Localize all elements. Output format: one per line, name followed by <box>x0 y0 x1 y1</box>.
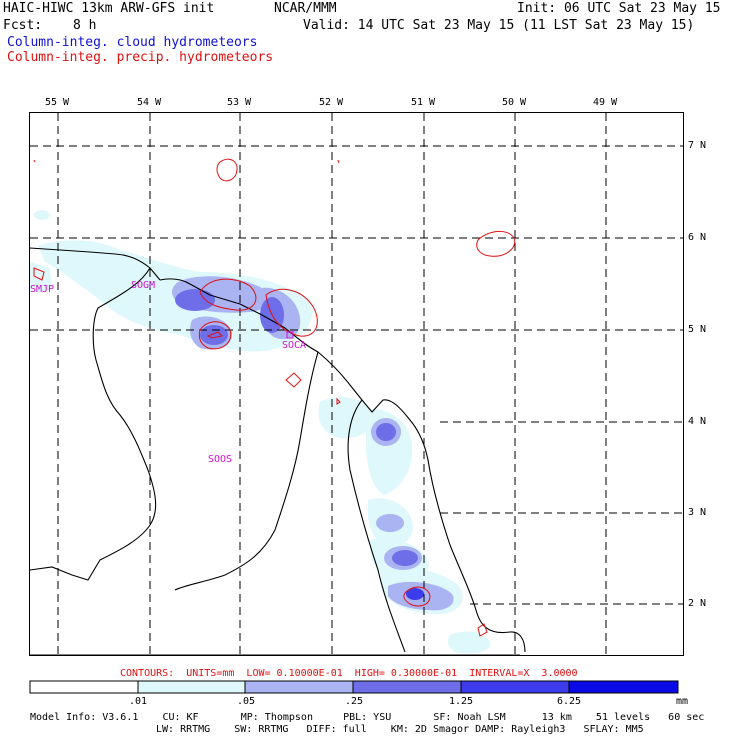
init-time: Init: 06 UTC Sat 23 May 15 <box>517 1 721 16</box>
colorbar-tick-2: .25 <box>345 696 364 707</box>
model-info-line2: LW: RRTMG SW: RRTMG DIFF: full KM: 2D Sm… <box>156 724 644 735</box>
lat-label-7n: 7 N <box>688 140 707 151</box>
map-frame <box>29 112 684 656</box>
model-title: HAIC-HIWC 13km ARW-GFS init <box>3 1 215 16</box>
lon-label-55w: 55 W <box>45 97 70 108</box>
fcst-label: Fcst: <box>3 18 43 33</box>
precip-contours <box>33 158 516 637</box>
lat-label-4n: 4 N <box>688 416 707 427</box>
lat-label-6n: 6 N <box>688 232 707 243</box>
station-label-sogm: SOGM <box>131 280 156 291</box>
lon-label-52w: 52 W <box>319 97 344 108</box>
valid-time: Valid: 14 UTC Sat 23 May 15 (11 LST Sat … <box>303 18 695 33</box>
field-precip-label: Column-integ. precip. hydrometeors <box>7 50 274 65</box>
colorbar-units: mm <box>676 696 689 707</box>
lon-label-49w: 49 W <box>593 97 618 108</box>
lat-lon-grid <box>30 113 683 655</box>
lon-label-53w: 53 W <box>227 97 252 108</box>
colorbar-tick-0: .01 <box>129 696 148 707</box>
station-markers <box>286 331 294 339</box>
lat-label-5n: 5 N <box>688 324 707 335</box>
lon-label-51w: 51 W <box>411 97 436 108</box>
center-label: NCAR/MMM <box>274 1 337 16</box>
colorbar-tick-3: 1.25 <box>449 696 474 707</box>
colorbar-tick-4: 6.25 <box>557 696 582 707</box>
lon-label-50w: 50 W <box>502 97 527 108</box>
colorbar-tick-1: .05 <box>237 696 256 707</box>
lat-label-2n: 2 N <box>688 598 707 609</box>
station-label-soos: SOOS <box>208 454 233 465</box>
lon-label-54w: 54 W <box>137 97 162 108</box>
contour-info: CONTOURS: UNITS=mm LOW= 0.10000E-01 HIGH… <box>120 668 578 679</box>
station-label-smjp: SMJP <box>30 284 55 295</box>
model-info-line1: Model Info: V3.6.1 CU: KF MP: Thompson P… <box>30 712 705 723</box>
lat-label-3n: 3 N <box>688 507 707 518</box>
field-cloud-label: Column-integ. cloud hydrometeors <box>7 35 258 50</box>
fcst-value: 8 h <box>73 18 97 33</box>
station-label-soca: SOCA <box>282 340 307 351</box>
colorbar <box>29 680 679 694</box>
